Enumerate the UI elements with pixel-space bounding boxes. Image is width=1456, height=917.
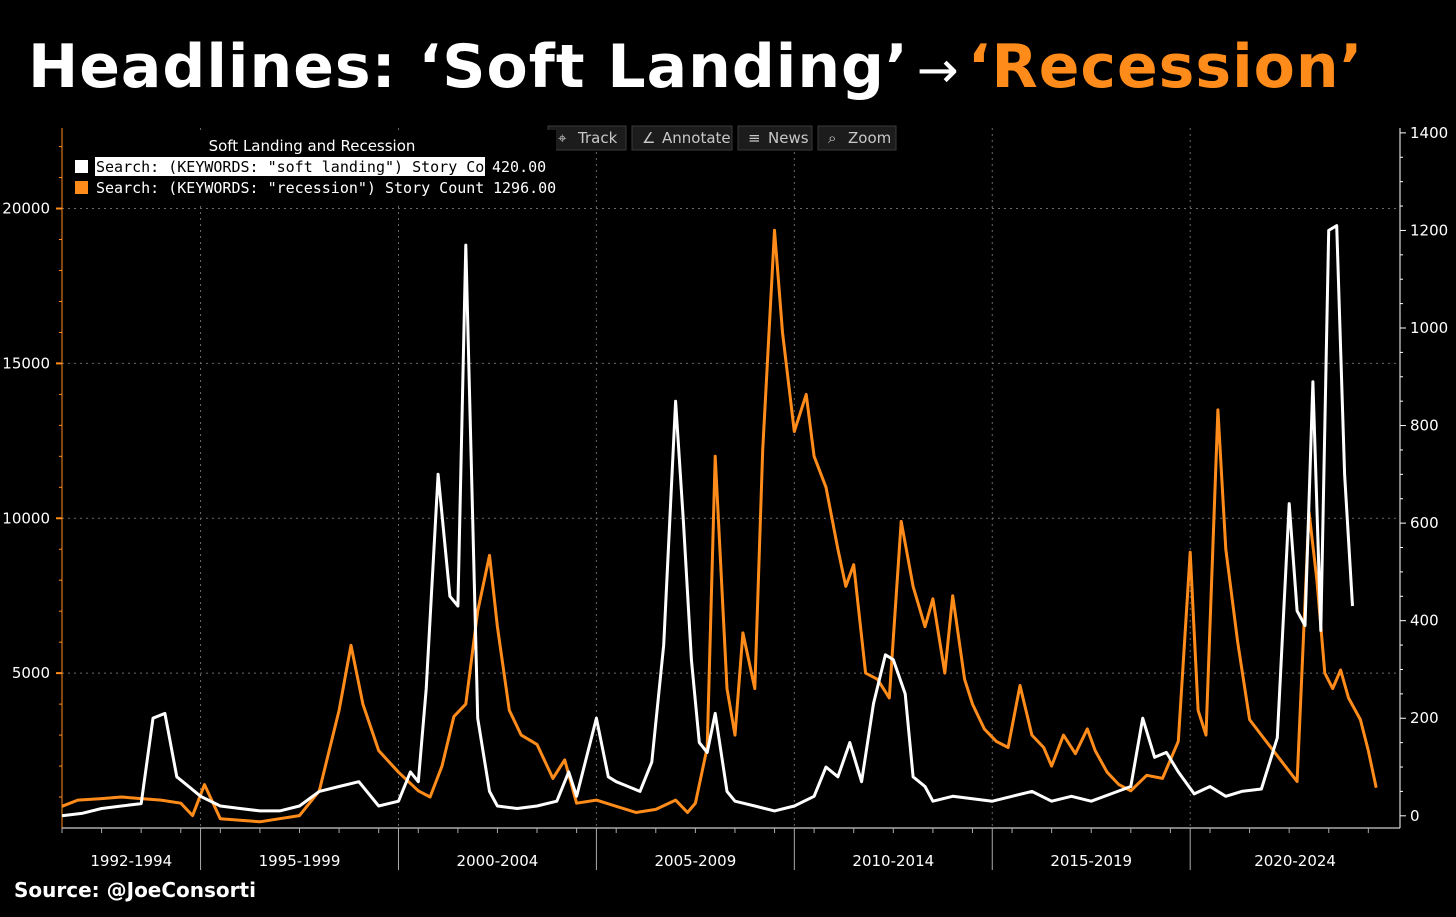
x-axis-period-label: 2015-2019 [1050, 852, 1132, 870]
legend-series-value: 1296.00 [493, 179, 556, 197]
right-axis-tick-label: 200 [1410, 709, 1439, 727]
legend-swatch [75, 160, 88, 173]
legend-series-name: Search: (KEYWORDS: "soft landing") Story… [96, 158, 511, 176]
legend-label-background [95, 178, 485, 197]
toolbar-button-zoom[interactable] [817, 125, 897, 151]
toolbar-icon: ⌕ [828, 129, 836, 147]
right-axis-tick-label: 1400 [1410, 124, 1448, 142]
left-axis-tick-label: 10000 [2, 509, 50, 527]
toolbar-label-zoom: Zoom [848, 129, 891, 147]
right-axis-tick-label: 0 [1410, 807, 1420, 825]
x-axis-period-label: 2010-2014 [852, 852, 934, 870]
left-axis-tick-label: 5000 [12, 664, 50, 682]
source-credit: Source: @JoeConsorti [14, 878, 256, 902]
headline-part-soft-landing: Headlines: ‘Soft Landing’ [28, 32, 909, 102]
x-axis-period-label: 2000-2004 [457, 852, 539, 870]
right-axis-tick-label: 400 [1410, 612, 1439, 630]
x-axis-period-label: 2020-2024 [1254, 852, 1336, 870]
x-axis-period-label: 2005-2009 [654, 852, 736, 870]
toolbar-label-news: News [768, 129, 809, 147]
chart-headline: Headlines: ‘Soft Landing’ → ‘Recession’ [28, 20, 1363, 115]
left-axis-tick-label: 20000 [2, 200, 50, 218]
legend-label-background [95, 157, 485, 176]
headline-part-recession: ‘Recession’ [967, 32, 1364, 102]
toolbar-icon: ∠ [642, 129, 655, 147]
chart-title: Soft Landing and Recession [209, 137, 416, 155]
series-line-soft-landing [61, 224, 1354, 818]
toolbar-label-annotate: Annotate [662, 129, 731, 147]
right-axis-tick-label: 800 [1410, 417, 1439, 435]
x-axis-period-label: 1995-1999 [259, 852, 341, 870]
toolbar-button-news[interactable] [737, 125, 813, 151]
legend-series-value: 420.00 [492, 158, 546, 176]
right-axis-tick-label: 600 [1410, 514, 1439, 532]
toolbar-label-track: Track [577, 129, 618, 147]
toolbar-icon: ⌖ [558, 129, 567, 147]
right-axis-tick-label: 1000 [1410, 319, 1448, 337]
headline-arrow: → [916, 41, 960, 99]
x-axis-period-label: 1992-1994 [90, 852, 172, 870]
series-line-recession [61, 228, 1378, 824]
left-axis-tick-label: 15000 [2, 354, 50, 372]
right-axis-tick-label: 1200 [1410, 221, 1448, 239]
legend-series-name: Search: (KEYWORDS: "recession") Story Co… [96, 179, 484, 197]
legend-swatch [75, 181, 88, 194]
toolbar-button-annotate[interactable] [631, 125, 733, 151]
toolbar-icon: ≡ [748, 129, 761, 147]
